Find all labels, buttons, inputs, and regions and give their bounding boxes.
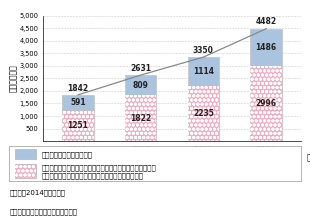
Bar — [250, 66, 282, 141]
Bar — [125, 95, 156, 141]
Bar — [15, 164, 36, 178]
Bar — [15, 164, 36, 178]
Text: 1486: 1486 — [256, 43, 277, 52]
Bar — [250, 66, 282, 141]
Text: 愛知県、三重県、京都府、大阪府、奈良県、兵庫県）: 愛知県、三重県、京都府、大阪府、奈良県、兵庫県） — [41, 173, 143, 179]
Bar — [188, 57, 219, 85]
Y-axis label: （万・人泊）: （万・人泊） — [9, 65, 18, 92]
Bar — [188, 85, 219, 141]
Bar — [62, 110, 94, 141]
Text: 3350: 3350 — [193, 46, 214, 55]
Bar — [62, 95, 94, 110]
Bar — [15, 149, 36, 159]
Text: 1251: 1251 — [68, 121, 88, 130]
Text: 2996: 2996 — [256, 99, 277, 108]
Bar — [188, 85, 219, 141]
Text: （年）: （年） — [306, 154, 310, 163]
Text: 809: 809 — [133, 81, 148, 90]
Text: 1842: 1842 — [67, 84, 88, 93]
Text: 1114: 1114 — [193, 67, 214, 75]
Bar — [250, 29, 282, 66]
Text: 1822: 1822 — [130, 114, 151, 123]
Text: 591: 591 — [70, 98, 86, 107]
Bar — [62, 110, 94, 141]
Text: 地方圏（三大都市圏以外）: 地方圏（三大都市圏以外） — [41, 151, 92, 157]
FancyBboxPatch shape — [9, 146, 301, 181]
Text: 2235: 2235 — [193, 109, 214, 118]
Text: 三大都市圏（埼玉県、千葉県、東京都、神奈川県、岐阜県、: 三大都市圏（埼玉県、千葉県、東京都、神奈川県、岐阜県、 — [41, 165, 156, 172]
Bar — [125, 95, 156, 141]
Text: 2631: 2631 — [130, 64, 151, 73]
Text: （注）　2014年は速報値: （注） 2014年は速報値 — [9, 190, 65, 196]
Text: 資料）観光庁「宿泊旅行統計調査」: 資料）観光庁「宿泊旅行統計調査」 — [9, 209, 77, 215]
Bar — [125, 75, 156, 95]
Text: 4482: 4482 — [256, 17, 277, 26]
